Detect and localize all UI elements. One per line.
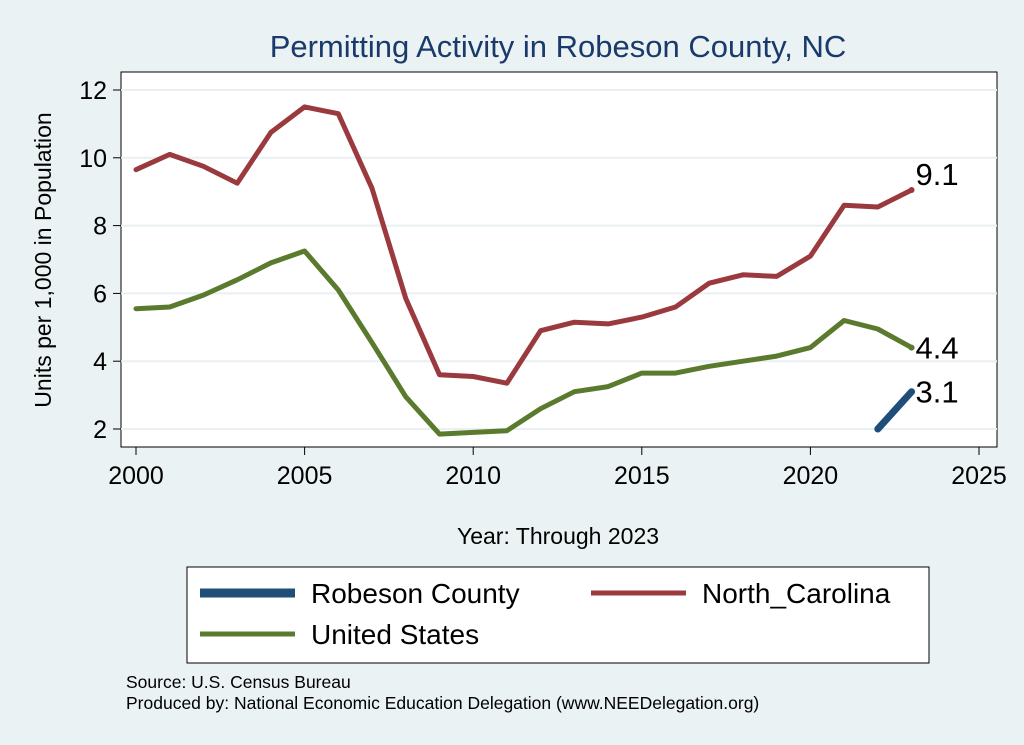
legend-label-robeson-county: Robeson County (311, 578, 520, 609)
legend-label-united-states: United States (311, 619, 479, 650)
series-line-united-states (133, 248, 915, 437)
series-end-point-north-carolina (908, 187, 915, 194)
source-note: Source: U.S. Census Bureau (126, 672, 351, 692)
y-tick-label: 10 (79, 145, 107, 173)
y-tick-label: 2 (93, 416, 107, 444)
producer-note: Produced by: National Economic Education… (126, 693, 759, 713)
axes: 2 4 6 8 10 12 2000 2005 2010 2015 2020 2025 (79, 77, 1007, 490)
series-end-point-united-states (908, 344, 915, 351)
legend-label-north-carolina: North_Carolina (702, 578, 891, 609)
grid-lines (121, 89, 997, 430)
x-tick-label: 2005 (277, 462, 333, 490)
plot-area (120, 71, 998, 448)
y-tick-label: 8 (93, 213, 107, 241)
series-lines (133, 104, 916, 437)
chart-title: Permitting Activity in Robeson County, N… (270, 29, 847, 64)
end-labels: 4.4 9.1 3.1 (916, 157, 959, 410)
x-tick-label: 2015 (614, 462, 670, 490)
legend: Robeson County North_Carolina United State… (186, 566, 930, 664)
series-line-north-carolina (133, 104, 915, 386)
series-end-point-robeson-county (908, 388, 915, 395)
x-axis-title: Year: Through 2023 (457, 523, 659, 549)
y-tick-label: 12 (79, 77, 107, 105)
y-tick-label: 4 (93, 348, 107, 376)
series-line-robeson-county (874, 388, 916, 433)
x-tick-label: 2020 (783, 462, 839, 490)
end-label-united-states: 4.4 (916, 331, 959, 366)
x-tick-label: 2000 (108, 462, 164, 490)
y-tick-label: 6 (93, 280, 107, 308)
x-tick-label: 2010 (445, 462, 501, 490)
end-label-north-carolina: 9.1 (916, 157, 959, 192)
y-axis-title: Units per 1,000 in Population (30, 112, 56, 407)
legend-box (186, 566, 930, 664)
x-tick-label: 2025 (951, 462, 1007, 490)
end-label-robeson-county: 3.1 (916, 375, 959, 410)
